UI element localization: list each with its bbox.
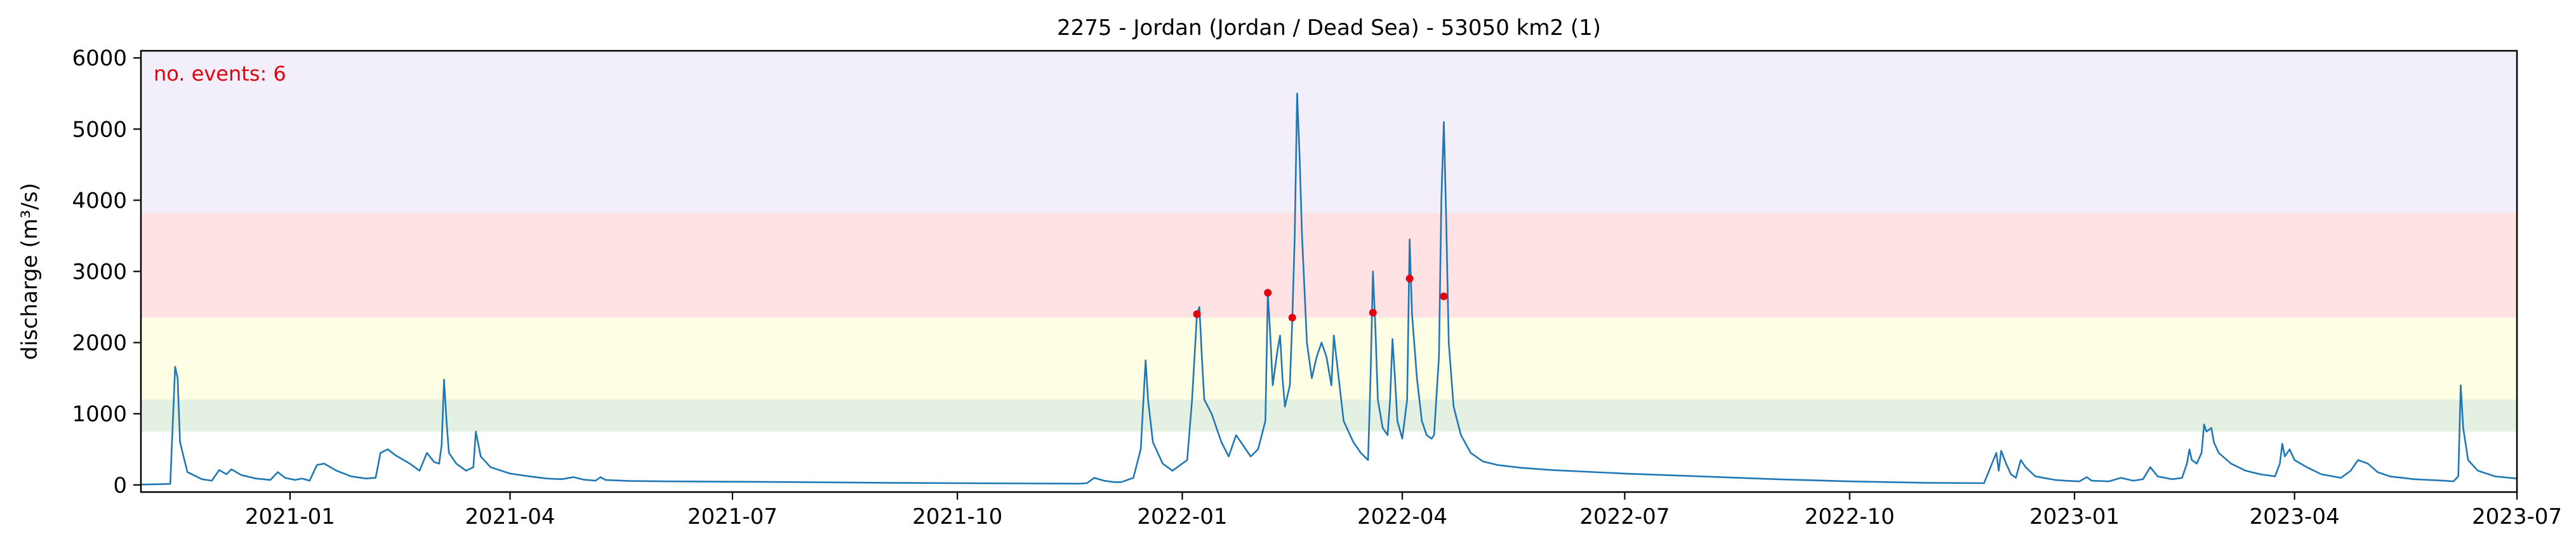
threshold-band-0 xyxy=(141,399,2517,432)
x-tick-label: 2022-07 xyxy=(1579,504,1670,530)
event-marker xyxy=(1193,310,1201,318)
event-marker xyxy=(1405,274,1414,283)
event-marker xyxy=(1264,289,1272,297)
x-tick-label: 2021-04 xyxy=(465,504,555,530)
event-marker xyxy=(1288,314,1296,322)
y-tick-label: 1000 xyxy=(72,402,127,427)
x-axis: 2021-01 2021-04 2021-07 2021-10 2022-01 2022-… xyxy=(245,492,2562,530)
y-tick-label: 5000 xyxy=(72,117,127,142)
series-layer xyxy=(140,93,2518,486)
x-tick-label: 2023-04 xyxy=(2250,504,2340,530)
x-tick-label: 2021-01 xyxy=(245,504,335,530)
discharge-series-line xyxy=(140,93,2518,486)
x-tick-label: 2021-10 xyxy=(912,504,1002,530)
y-tick-label: 3000 xyxy=(72,260,127,285)
event-marker xyxy=(1369,309,1377,317)
x-tick-label: 2022-04 xyxy=(1357,504,1447,530)
threshold-band-1 xyxy=(141,317,2517,400)
x-tick-label: 2022-10 xyxy=(1805,504,1895,530)
y-tick-label: 2000 xyxy=(72,331,127,356)
threshold-bands xyxy=(141,51,2517,432)
events-layer xyxy=(1193,274,1448,322)
y-axis: 0 1000 2000 3000 4000 5000 6000 xyxy=(72,46,141,498)
x-tick-label: 2023-01 xyxy=(2029,504,2120,530)
x-tick-label: 2023-07 xyxy=(2472,504,2562,530)
threshold-band-3 xyxy=(141,51,2517,213)
y-tick-label: 6000 xyxy=(72,46,127,71)
events-count-annotation: no. events: 6 xyxy=(154,62,286,86)
x-tick-label: 2022-01 xyxy=(1137,504,1227,530)
threshold-band-2 xyxy=(141,213,2517,318)
x-tick-label: 2021-07 xyxy=(687,504,778,530)
event-marker xyxy=(1440,292,1448,300)
y-tick-label: 4000 xyxy=(72,188,127,213)
y-axis-label: discharge (m³/s) xyxy=(17,183,43,360)
y-tick-label: 0 xyxy=(113,473,127,498)
chart-title: 2275 - Jordan (Jordan / Dead Sea) - 5305… xyxy=(1057,15,1601,41)
